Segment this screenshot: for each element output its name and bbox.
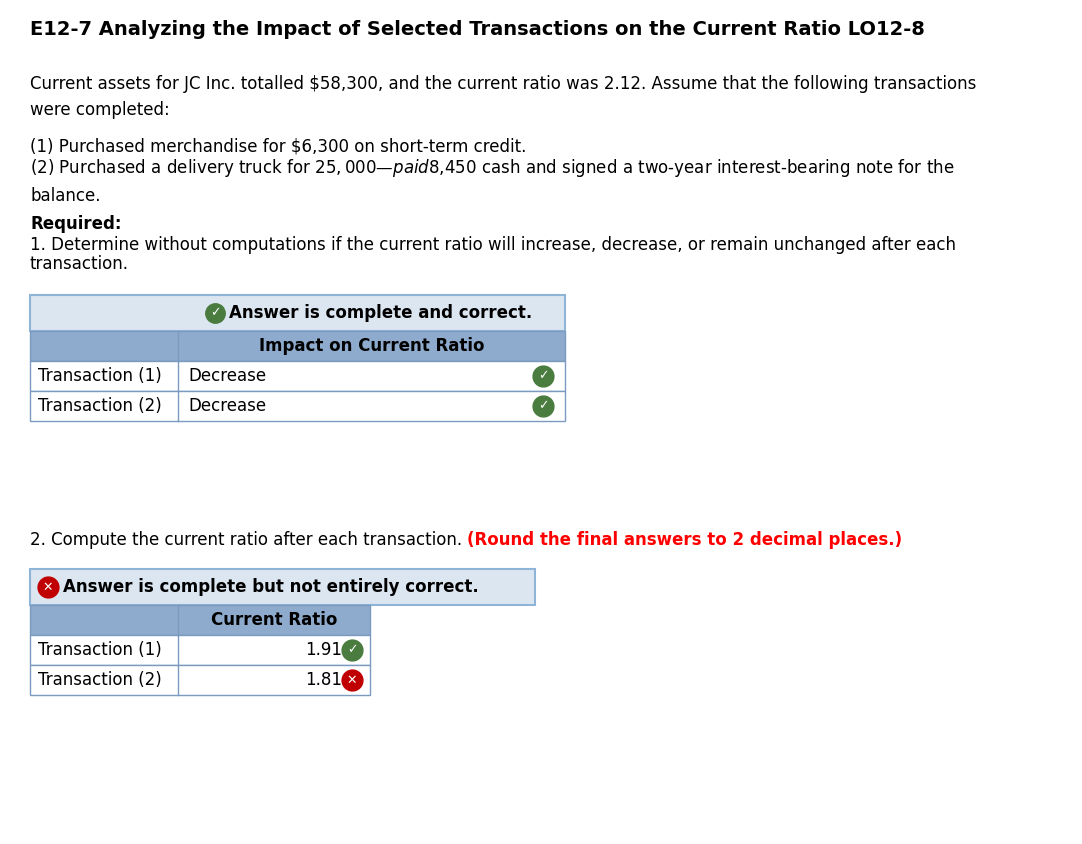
Text: (Round the final answers to 2 decimal places.): (Round the final answers to 2 decimal pl… bbox=[467, 531, 902, 549]
FancyBboxPatch shape bbox=[30, 605, 370, 635]
FancyBboxPatch shape bbox=[30, 361, 565, 391]
FancyBboxPatch shape bbox=[30, 635, 370, 665]
Text: ✓: ✓ bbox=[346, 643, 357, 657]
FancyBboxPatch shape bbox=[30, 569, 535, 605]
Text: ✓: ✓ bbox=[210, 306, 221, 320]
Text: Current assets for JC Inc. totalled $58,300, and the current ratio was 2.12. Ass: Current assets for JC Inc. totalled $58,… bbox=[30, 75, 976, 119]
Text: ✓: ✓ bbox=[538, 370, 549, 382]
Text: (1) Purchased merchandise for $6,300 on short-term credit.: (1) Purchased merchandise for $6,300 on … bbox=[30, 138, 526, 156]
Text: 1.91: 1.91 bbox=[305, 641, 342, 659]
Text: 1.81: 1.81 bbox=[305, 671, 342, 689]
Text: 1. Determine without computations if the current ratio will increase, decrease, : 1. Determine without computations if the… bbox=[30, 236, 956, 254]
Text: E12-7 Analyzing the Impact of Selected Transactions on the Current Ratio LO12-8: E12-7 Analyzing the Impact of Selected T… bbox=[30, 20, 925, 39]
Text: ✕: ✕ bbox=[346, 674, 357, 686]
Text: Answer is complete and correct.: Answer is complete and correct. bbox=[229, 304, 532, 322]
FancyBboxPatch shape bbox=[30, 391, 565, 421]
Text: ✕: ✕ bbox=[43, 581, 53, 593]
Text: 2. Compute the current ratio after each transaction.: 2. Compute the current ratio after each … bbox=[30, 531, 467, 549]
Text: Transaction (1): Transaction (1) bbox=[38, 641, 161, 659]
FancyBboxPatch shape bbox=[30, 665, 370, 695]
Text: Decrease: Decrease bbox=[188, 367, 266, 385]
Text: Current Ratio: Current Ratio bbox=[211, 611, 338, 629]
Text: Impact on Current Ratio: Impact on Current Ratio bbox=[259, 337, 485, 355]
Text: Transaction (2): Transaction (2) bbox=[38, 671, 161, 689]
Text: Decrease: Decrease bbox=[188, 397, 266, 415]
Text: Transaction (2): Transaction (2) bbox=[38, 397, 161, 415]
FancyBboxPatch shape bbox=[30, 331, 565, 361]
Text: ✓: ✓ bbox=[538, 399, 549, 413]
FancyBboxPatch shape bbox=[30, 295, 565, 331]
Text: Answer is complete but not entirely correct.: Answer is complete but not entirely corr… bbox=[63, 578, 478, 596]
Text: transaction.: transaction. bbox=[30, 255, 129, 273]
Text: Required:: Required: bbox=[30, 215, 121, 233]
Text: (2) Purchased a delivery truck for $25,000—paid $8,450 cash and signed a two-yea: (2) Purchased a delivery truck for $25,0… bbox=[30, 157, 954, 205]
Text: Transaction (1): Transaction (1) bbox=[38, 367, 161, 385]
